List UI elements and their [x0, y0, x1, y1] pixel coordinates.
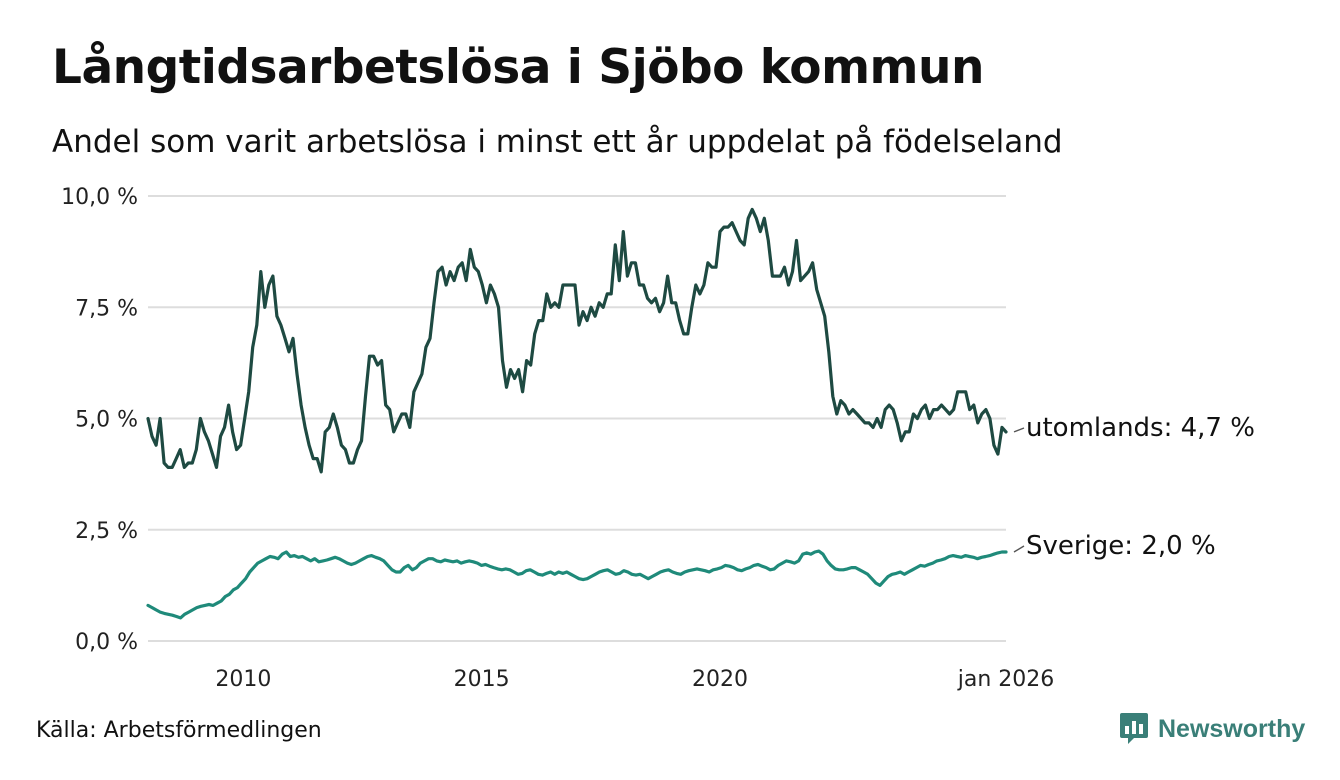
end-label-connector: [1013, 427, 1025, 433]
y-tick-label: 10,0 %: [61, 185, 138, 210]
end-label-sverige: Sverige: 2,0 %: [1026, 531, 1216, 561]
brand-name: Newsworthy: [1158, 714, 1306, 743]
source-note: Källa: Arbetsförmedlingen: [36, 718, 322, 743]
x-tick-label: 2020: [692, 667, 748, 692]
x-tick-label: 2015: [454, 667, 510, 692]
end-label-utomlands: utomlands: 4,7 %: [1026, 413, 1255, 443]
series-end-labels: utomlands: 4,7 % Sverige: 2,0 %: [1013, 413, 1255, 561]
end-label-connector: [1013, 545, 1025, 553]
chart-subtitle: Andel som varit arbetslösa i minst ett å…: [52, 124, 1063, 160]
y-tick-label: 5,0 %: [75, 408, 138, 433]
brand-chart-icon: [1120, 713, 1148, 744]
chart-title: Långtidsarbetslösa i Sjöbo kommun: [52, 40, 984, 95]
y-tick-label: 2,5 %: [75, 519, 138, 544]
y-tick-label: 7,5 %: [75, 296, 138, 321]
brand-logo[interactable]: Newsworthy: [1118, 712, 1305, 746]
y-axis-ticks: 0,0 % 2,5 % 5,0 % 7,5 % 10,0 %: [61, 185, 138, 655]
series-line-sverige: [146, 549, 1008, 620]
x-axis-ticks: 2010 2015 2020 jan 2026: [215, 667, 1054, 692]
x-tick-label: jan 2026: [957, 667, 1055, 692]
series-line-utomlands: [146, 207, 1008, 474]
x-tick-label: 2010: [215, 667, 271, 692]
y-tick-label: 0,0 %: [75, 630, 138, 655]
series-lines: [146, 207, 1008, 620]
